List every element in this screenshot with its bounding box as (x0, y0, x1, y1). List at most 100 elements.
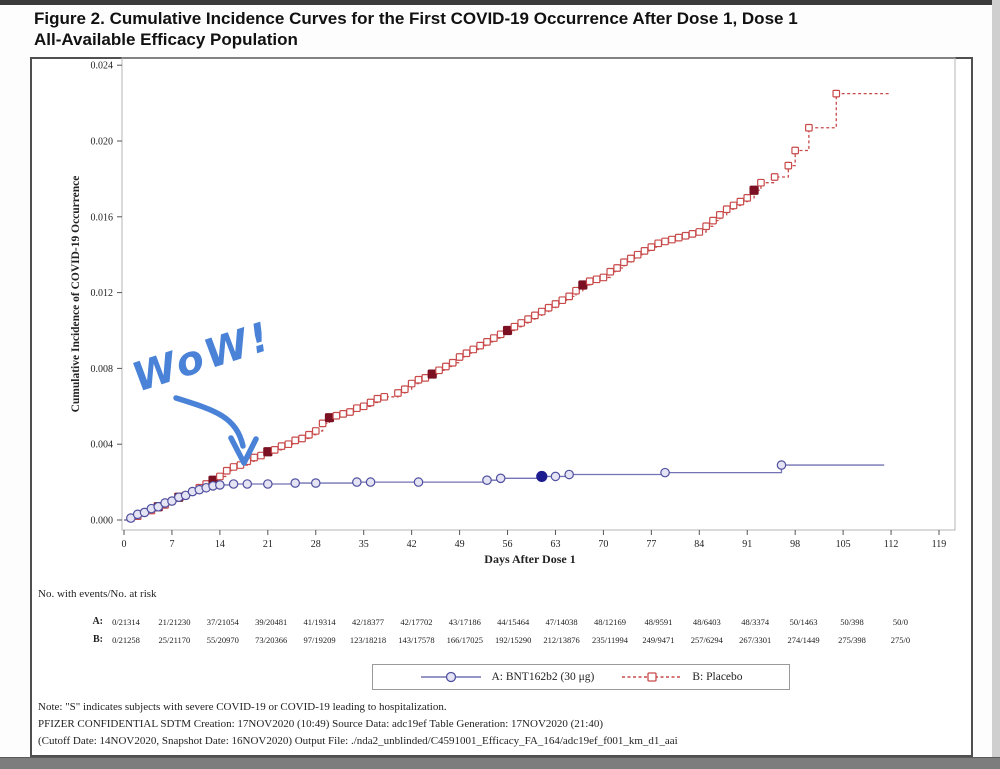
case-marker (435, 366, 443, 375)
case-marker (661, 237, 669, 246)
case-marker (654, 239, 663, 248)
x-tick-label: 7 (169, 539, 174, 550)
case-marker (688, 230, 697, 238)
case-marker (599, 273, 608, 282)
risk-row-label: B: (93, 634, 103, 645)
photo-right-edge (992, 0, 1000, 769)
risk-value: 42/18377 (351, 617, 385, 627)
case-marker (373, 394, 382, 403)
case-marker (606, 267, 615, 276)
risk-value: 48/3374 (741, 617, 770, 627)
case-marker (284, 440, 293, 449)
case-marker (585, 277, 594, 286)
risk-value: 21/21230 (158, 617, 191, 627)
case-marker (776, 460, 787, 470)
case-marker (380, 392, 389, 401)
risk-value: 48/6403 (692, 617, 721, 627)
handwritten-annotation: WoW! (127, 313, 278, 466)
case-marker (791, 146, 800, 155)
y-tick-label: 0.016 (91, 212, 114, 223)
case-marker (695, 228, 704, 236)
risk-value: 97/19209 (303, 635, 336, 645)
y-axis-title: Cumulative Incidence of COVID-19 Occurre… (70, 176, 82, 413)
risk-value: 47/14038 (545, 617, 578, 627)
case-marker (365, 477, 376, 487)
severe-case-marker (427, 369, 437, 379)
x-axis-ticks: 0 7 14 21 28 35 42 49 56 63 70 77 84 91 98 105 112 119 (122, 530, 947, 550)
y-axis-ticks: 0.000 0.004 0.008 0.012 0.016 0.020 0.024 (91, 61, 122, 527)
case-marker (640, 247, 649, 255)
case-marker (537, 307, 546, 316)
risk-value: 143/17578 (398, 635, 435, 645)
case-marker (250, 453, 258, 462)
case-marker (482, 475, 492, 486)
case-marker (310, 478, 321, 488)
case-marker (228, 479, 239, 489)
risk-value: 249/9471 (642, 635, 675, 645)
case-marker (353, 404, 361, 413)
case-marker (722, 205, 731, 214)
case-marker (709, 216, 717, 225)
case-marker (298, 434, 306, 443)
x-tick-label: 98 (790, 539, 800, 550)
severe-case-marker (749, 185, 759, 195)
risk-value: 73/20366 (255, 635, 288, 645)
case-marker (489, 334, 498, 342)
chart-canvas: Cumulative Incidence of COVID-19 Occurre… (70, 57, 956, 566)
annotation-arrow (173, 395, 246, 449)
case-marker (592, 275, 601, 284)
severe-case-marker (578, 280, 588, 290)
legend-item-placebo: B: Placebo (620, 670, 743, 684)
case-marker (647, 243, 656, 251)
note-severe: Note: "S" indicates subjects with severe… (38, 701, 447, 713)
case-marker (222, 466, 231, 475)
case-marker (702, 222, 710, 231)
risk-value: 50/398 (840, 617, 864, 627)
x-tick-label: 35 (359, 539, 369, 550)
case-marker (442, 362, 450, 371)
risk-value: 25/21170 (158, 635, 191, 645)
case-marker (469, 345, 478, 354)
risk-value: 192/15290 (495, 635, 532, 645)
case-marker (495, 473, 506, 484)
severe-case-marker (263, 447, 273, 457)
case-marker (339, 410, 348, 418)
case-marker (715, 211, 724, 219)
case-marker (216, 472, 224, 481)
case-marker (524, 315, 532, 323)
legend-bnt162b2-sample-icon (421, 671, 482, 683)
risk-value: 267/3301 (739, 635, 772, 645)
severe-case-marker (502, 325, 513, 336)
risk-value: 50/1463 (789, 617, 818, 627)
y-tick-label: 0.012 (91, 288, 114, 299)
x-tick-label: 70 (598, 539, 608, 550)
chart-legend: A: BNT162b2 (30 μg) B: Placebo (372, 664, 790, 690)
case-marker (229, 463, 238, 471)
case-marker (366, 398, 375, 407)
case-marker (805, 123, 813, 132)
risk-value: 48/12169 (593, 617, 627, 627)
case-marker (318, 419, 327, 428)
case-marker (531, 311, 539, 320)
x-tick-label: 28 (311, 539, 321, 550)
case-marker (832, 89, 841, 98)
case-marker (613, 264, 621, 272)
x-tick-label: 119 (932, 539, 947, 550)
risk-value: 44/15464 (497, 617, 530, 627)
case-marker (633, 250, 642, 259)
risk-value: 0/21314 (112, 617, 140, 627)
legend-label: A: BNT162b2 (30 μg) (491, 671, 595, 683)
risk-value: 42/17702 (400, 617, 433, 627)
x-tick-label: 21 (263, 539, 273, 550)
x-tick-label: 84 (694, 539, 704, 550)
x-tick-label: 112 (884, 539, 899, 550)
case-marker (346, 408, 354, 416)
risk-value: 55/20970 (206, 635, 239, 645)
risk-value: 50/0 (892, 617, 908, 627)
x-tick-label: 77 (646, 539, 656, 550)
risk-row-label: A: (92, 616, 103, 627)
case-marker (729, 201, 738, 210)
risk-value: 274/1449 (787, 635, 820, 645)
case-marker (400, 385, 409, 394)
